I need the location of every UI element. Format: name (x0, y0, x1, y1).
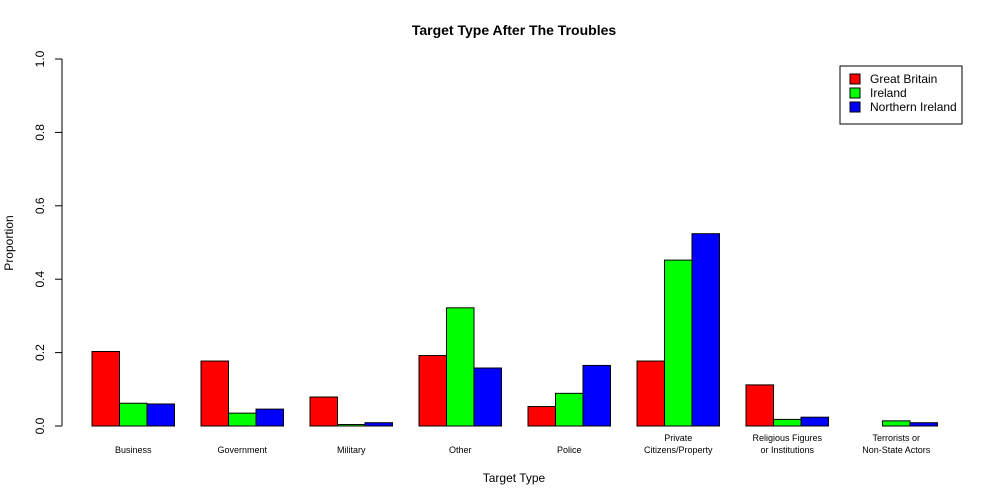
bar (255, 408, 284, 427)
bar (146, 403, 175, 427)
bar (691, 233, 720, 427)
category-label: Police (557, 445, 582, 455)
category-label: Private (664, 433, 692, 443)
bar (664, 259, 693, 427)
category-label: Non-State Actors (862, 445, 931, 455)
category-label: Terrorists or (872, 433, 920, 443)
bar (527, 406, 556, 427)
bar (800, 416, 829, 427)
x-axis-label: Target Type (483, 471, 546, 485)
category-label: Other (449, 445, 472, 455)
bar (636, 360, 665, 427)
bar (337, 424, 366, 427)
y-axis-ticks: 0.0 0.2 0.4 0.6 0.8 1.0 (33, 50, 62, 434)
bar (119, 402, 148, 427)
bar (446, 307, 475, 427)
legend-label: Northern Ireland (870, 100, 957, 114)
category-label: or Institutions (760, 445, 814, 455)
chart-title: Target Type After The Troubles (412, 22, 617, 38)
bar (773, 418, 802, 427)
y-tick-label: 1.0 (33, 50, 47, 67)
bars-group (91, 233, 938, 427)
y-axis-label: Proportion (2, 215, 16, 270)
bar (418, 355, 447, 427)
category-labels: Business Government Military Other Police Pri… (115, 433, 931, 455)
category-label: Religious Figures (752, 433, 822, 443)
category-label: Government (217, 445, 267, 455)
bar (882, 420, 911, 427)
y-tick-label: 0.2 (33, 344, 47, 361)
bar (909, 422, 938, 427)
y-tick-label: 0.8 (33, 124, 47, 141)
bar (473, 367, 502, 427)
bar (364, 422, 393, 427)
y-tick-label: 0.6 (33, 197, 47, 214)
bar (555, 392, 584, 427)
y-tick-label: 0.0 (33, 417, 47, 434)
bar (309, 396, 338, 427)
y-tick-label: 0.4 (33, 271, 47, 288)
category-label: Business (115, 445, 152, 455)
bar (745, 384, 774, 427)
legend-swatch (849, 101, 861, 113)
category-label: Citizens/Property (644, 445, 713, 455)
legend-box (839, 65, 963, 125)
bar (582, 364, 611, 427)
legend-swatch (849, 87, 861, 99)
legend-label: Ireland (870, 86, 907, 100)
bar (91, 350, 120, 427)
category-label: Military (337, 445, 366, 455)
bar (200, 360, 229, 427)
legend-swatch (849, 73, 861, 85)
legend-label: Great Britain (870, 72, 937, 86)
bar (228, 412, 257, 427)
